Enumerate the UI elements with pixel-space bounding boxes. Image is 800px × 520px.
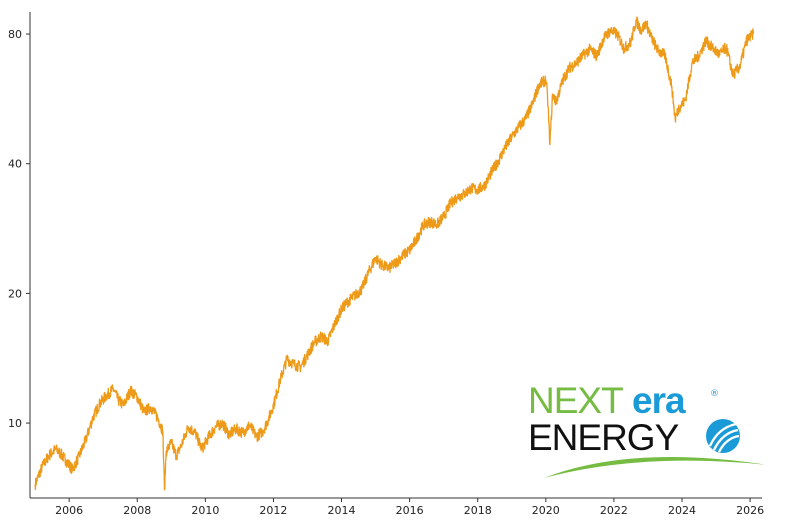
x-tick-label: 2014: [328, 504, 356, 517]
logo-word-era: era: [632, 380, 686, 421]
x-tick-label: 2022: [600, 504, 628, 517]
globe-icon: [706, 419, 740, 453]
logo-word-energy: ENERGY: [528, 417, 679, 458]
x-tick-label: 2012: [259, 504, 287, 517]
x-tick-label: 2024: [668, 504, 696, 517]
y-tick-label: 40: [8, 158, 22, 171]
chart-series: [34, 16, 755, 491]
logo-swoosh: [544, 456, 768, 478]
nextera-energy-logo: NEXT era ® ENERGY: [528, 380, 768, 478]
y-tick-label: 20: [8, 287, 22, 300]
x-tick-label: 2016: [396, 504, 424, 517]
logo-word-next: NEXT: [528, 380, 623, 421]
x-tick-label: 2018: [464, 504, 492, 517]
chart-axes: [29, 12, 762, 499]
y-tick-label: 10: [8, 417, 22, 430]
x-tick-label: 2020: [532, 504, 560, 517]
logo-registered-mark: ®: [710, 389, 719, 399]
x-tick-label: 2010: [191, 504, 219, 517]
price-series-line: [34, 16, 755, 491]
x-tick-label: 2026: [736, 504, 764, 517]
x-tick-label: 2006: [55, 504, 83, 517]
y-tick-label: 80: [8, 28, 22, 41]
x-tick-label: 2008: [123, 504, 151, 517]
chart-ticks: 2006 2008 2010 2012 2014 2016 2018 2020 2022 2024…: [8, 28, 764, 517]
